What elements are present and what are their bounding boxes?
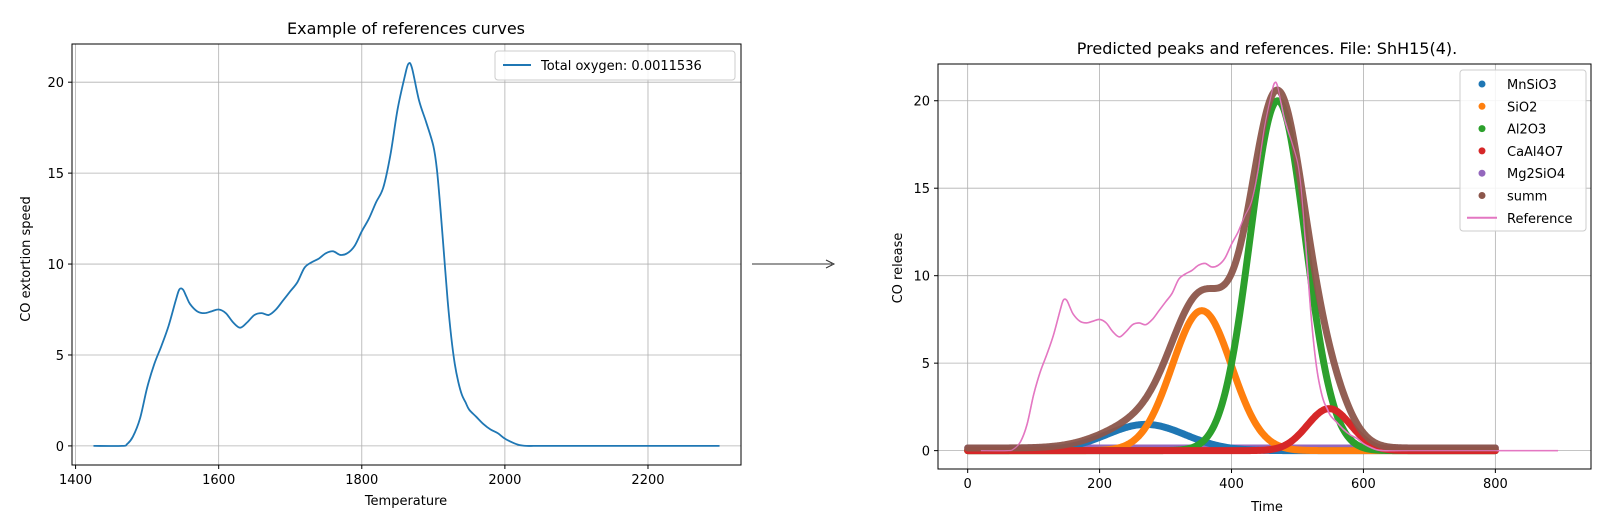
- c0-x-tick-label: 2200: [631, 473, 664, 488]
- left-chart-title: Example of references curves: [287, 19, 525, 38]
- left-chart-ylabel: CO extortion speed: [19, 196, 34, 322]
- c0-y-tick-label: 15: [47, 167, 64, 182]
- c1-x-tick-label: 800: [1483, 477, 1508, 492]
- right-legend-box: [1459, 69, 1587, 232]
- c1-x-tick-label: 0: [964, 477, 972, 492]
- right-legend: MnSiO3 SiO2 Al2O3 CaAl4O7 Mg2SiO4 summ Referen…: [1459, 69, 1587, 232]
- c1-x-tick-label: 400: [1219, 477, 1244, 492]
- right-ticks: 0 200 400 600 800 0 5 10 15 20: [913, 95, 1507, 492]
- right-chart-xlabel: Time: [1250, 500, 1283, 515]
- c0-x-tick-label: 2000: [488, 473, 521, 488]
- left-plot-area: [93, 61, 720, 447]
- c1-y-tick-label: 20: [913, 95, 930, 110]
- c0-y-tick-label: 5: [56, 349, 64, 364]
- reference-line-overlay: [980, 81, 1559, 452]
- legend-marker-mg2sio4: [1478, 169, 1486, 177]
- legend-label-al2o3: Al2O3: [1507, 123, 1546, 138]
- right-chart: Predicted peaks and references. File: Sh…: [891, 39, 1592, 515]
- right-chart-ylabel: CO release: [891, 233, 906, 304]
- left-legend-label-total-oxygen: Total oxygen: 0.0011536: [540, 59, 702, 74]
- legend-marker-summ: [1478, 192, 1486, 199]
- c0-y-tick-label: 20: [47, 76, 64, 91]
- legend-label-mg2sio4: Mg2SiO4: [1507, 167, 1565, 182]
- c0-y-tick-label: 0: [56, 440, 64, 455]
- left-grid: [72, 44, 741, 465]
- left-legend: Total oxygen: 0.0011536: [494, 50, 736, 81]
- c1-y-tick-label: 10: [913, 270, 930, 285]
- legend-label-mnsio3: MnSiO3: [1507, 78, 1557, 93]
- left-chart: Example of references curves Temperature…: [19, 19, 742, 509]
- right-plot-area: [964, 81, 1559, 455]
- legend-marker-al2o3: [1478, 125, 1486, 133]
- left-series-line-0: [93, 61, 720, 447]
- c0-y-tick-label: 10: [47, 258, 64, 273]
- right-chart-title: Predicted peaks and references. File: Sh…: [1077, 39, 1457, 58]
- legend-label-caal4o7: CaAl4O7: [1507, 145, 1563, 160]
- legend-label-sio2: SiO2: [1507, 100, 1537, 115]
- sum-curve: [964, 86, 1499, 452]
- c1-y-tick-label: 0: [922, 445, 930, 460]
- left-axes-frame: [71, 43, 742, 466]
- legend-label-reference: Reference: [1507, 212, 1572, 227]
- arrow-head-icon: [825, 259, 836, 269]
- legend-label-summ: summ: [1507, 190, 1547, 205]
- c1-y-tick-label: 5: [922, 357, 930, 372]
- c0-x-tick-label: 1400: [59, 473, 92, 488]
- legend-marker-sio2: [1478, 102, 1486, 110]
- c0-x-tick-label: 1600: [202, 473, 235, 488]
- c0-x-tick-label: 1800: [345, 473, 378, 488]
- legend-marker-mnsio3: [1478, 80, 1486, 88]
- c1-x-tick-label: 200: [1087, 477, 1112, 492]
- legend-marker-caal4o7: [1478, 147, 1486, 155]
- c1-x-tick-label: 600: [1351, 477, 1376, 492]
- arrow-connector: [752, 259, 836, 269]
- left-chart-xlabel: Temperature: [364, 494, 447, 509]
- left-ticks: 1400 1600 1800 2000 2200 0 5 10 15 20: [47, 76, 664, 488]
- left-legend-box: [494, 50, 736, 81]
- c1-y-tick-label: 15: [913, 182, 930, 197]
- right-axes-frame: [937, 63, 1592, 470]
